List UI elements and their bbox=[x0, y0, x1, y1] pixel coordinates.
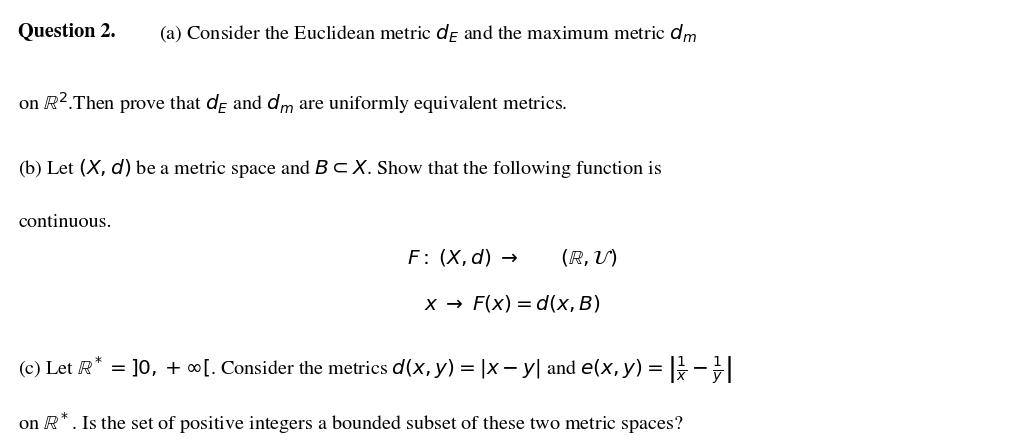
Text: on $\mathbb{R}^2$.Then prove that $d_E$ and $d_m$ are uniformly equivalent metri: on $\mathbb{R}^2$.Then prove that $d_E$ … bbox=[18, 90, 568, 116]
Text: (c) Let $\mathbb{R}^* = ]0, +\infty[$. Consider the metrics $d(x, y) = |x - y|$ : (c) Let $\mathbb{R}^* = ]0, +\infty[$. C… bbox=[18, 355, 732, 386]
Text: continuous.: continuous. bbox=[18, 214, 112, 231]
Text: on $\mathbb{R}^*$. Is the set of positive integers a bounded subset of these two: on $\mathbb{R}^*$. Is the set of positiv… bbox=[18, 410, 684, 436]
Text: Question 2.: Question 2. bbox=[18, 22, 116, 40]
Text: (b) Let $(X, d)$ be a metric space and $B \subset X$. Show that the following fu: (b) Let $(X, d)$ be a metric space and $… bbox=[18, 157, 663, 179]
Text: (a) Consider the Euclidean metric $d_E$ and the maximum metric $d_m$: (a) Consider the Euclidean metric $d_E$ … bbox=[144, 22, 697, 44]
Text: $F:\; (X, d) \;\rightarrow\qquad (\mathbb{R}, \mathcal{U})$: $F:\; (X, d) \;\rightarrow\qquad (\mathb… bbox=[407, 247, 617, 268]
Text: $x \;\rightarrow\; F(x) = d(x, B)$: $x \;\rightarrow\; F(x) = d(x, B)$ bbox=[424, 293, 600, 314]
